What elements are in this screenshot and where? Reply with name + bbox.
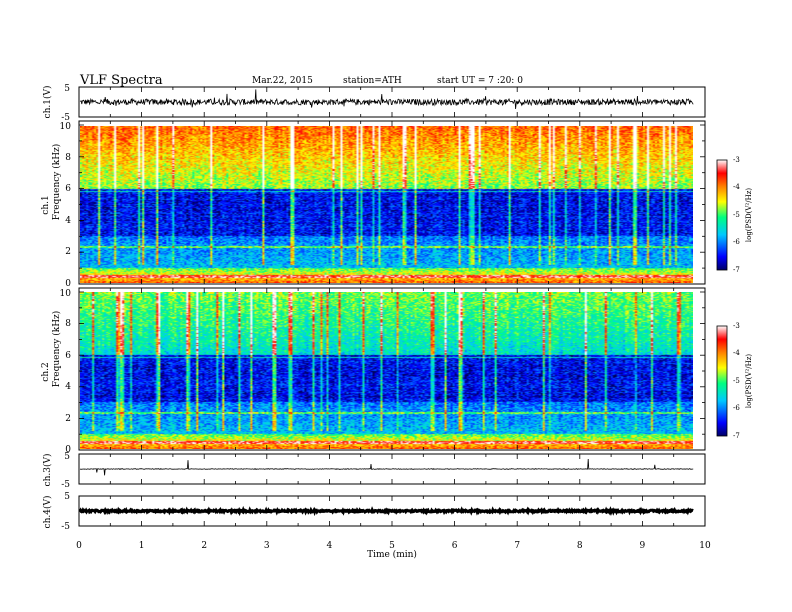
ch1-freq-tick-label: 0 — [65, 279, 71, 289]
x-tick-label: 8 — [577, 541, 583, 551]
ch1-ytick-top: 5 — [64, 84, 70, 94]
ch4-waveform-trace — [78, 505, 694, 517]
ch3-ytick-top: 5 — [64, 452, 70, 462]
ch1-waveform-trace — [79, 89, 694, 110]
x-tick-label: 7 — [514, 541, 520, 551]
ch1-freq-tick-label: 4 — [65, 216, 71, 226]
ch2-freq-tick-label: 2 — [65, 414, 71, 424]
ch1-colorbar-tick: -7 — [733, 266, 740, 274]
axis-tick-marks — [78, 87, 706, 526]
ch1-freq-tick-label: 8 — [65, 153, 71, 163]
x-tick-label: 10 — [699, 541, 711, 551]
x-tick-label: 4 — [327, 541, 333, 551]
x-tick-label: 9 — [640, 541, 646, 551]
ch2-spectrogram-ylabel: Frequency (kHz) — [51, 311, 62, 388]
ch2-colorbar-label: log(PSD(V²/Hz) — [745, 354, 753, 409]
station-label: station=ATH — [343, 76, 402, 86]
ch2-colorbar-tick: -5 — [733, 377, 740, 385]
start-time-label: start UT = 7 :20: 0 — [437, 76, 523, 86]
ch1-colorbar-tick: -5 — [733, 211, 740, 219]
ch4-waveform-ylabel: ch.4(V) — [42, 496, 53, 529]
ch3-waveform-trace — [79, 458, 694, 476]
x-tick-label: 6 — [452, 541, 458, 551]
ch3-ytick-bottom: -5 — [61, 480, 70, 490]
x-tick-label: 1 — [139, 541, 145, 551]
ch1-colorbar-tick: -6 — [733, 238, 740, 246]
ch4-ytick-top: 5 — [64, 492, 70, 502]
x-tick-label: 3 — [264, 541, 270, 551]
ch2-colorbar-tick: -4 — [733, 349, 740, 357]
ch1-freq-tick-label: 2 — [65, 247, 71, 257]
ch2-spectrogram-image — [80, 292, 693, 449]
ch2-freq-tick-label: 0 — [65, 445, 71, 455]
ch1-colorbar — [716, 159, 728, 271]
ch1-spectrogram-channel-label: ch.1 — [41, 195, 51, 214]
ch2-freq-tick-label: 6 — [65, 351, 71, 361]
ch1-freq-tick-label: 10 — [60, 122, 72, 132]
ch2-freq-tick-label: 10 — [60, 289, 72, 299]
ch2-freq-tick-label: 8 — [65, 319, 71, 329]
ch1-spectrogram-image — [80, 126, 693, 283]
ch1-colorbar-tick: -3 — [733, 156, 740, 164]
ch2-colorbar-tick: -7 — [733, 432, 740, 440]
date-label: Mar.22, 2015 — [252, 76, 313, 86]
x-tick-label: 0 — [76, 541, 82, 551]
ch1-spectrogram-ylabel: Frequency (kHz) — [51, 144, 62, 221]
ch2-colorbar-tick: -3 — [733, 322, 740, 330]
ch1-waveform-ylabel: ch.1(V) — [42, 86, 53, 119]
ch1-colorbar-tick: -4 — [733, 183, 740, 191]
x-axis-label: Time (min) — [367, 549, 417, 560]
ch1-colorbar-label: log(PSD(V²/Hz) — [745, 188, 753, 243]
ch3-waveform-ylabel: ch.3(V) — [42, 454, 53, 487]
ch2-colorbar — [716, 325, 728, 437]
x-tick-label: 2 — [201, 541, 207, 551]
ch2-colorbar-tick: -6 — [733, 404, 740, 412]
ch2-spectrogram-channel-label: ch.2 — [41, 362, 51, 381]
figure-title: VLF Spectra — [79, 73, 163, 88]
ch2-freq-tick-label: 4 — [65, 382, 71, 392]
x-tick-label: 5 — [389, 541, 395, 551]
ch4-ytick-bottom: -5 — [61, 522, 70, 532]
ch1-ytick-bottom: -5 — [61, 113, 70, 123]
ch1-freq-tick-label: 6 — [65, 184, 71, 194]
